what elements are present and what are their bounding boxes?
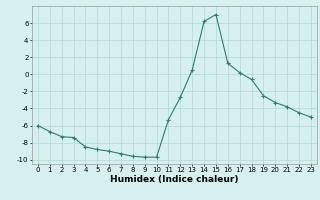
X-axis label: Humidex (Indice chaleur): Humidex (Indice chaleur)	[110, 175, 239, 184]
